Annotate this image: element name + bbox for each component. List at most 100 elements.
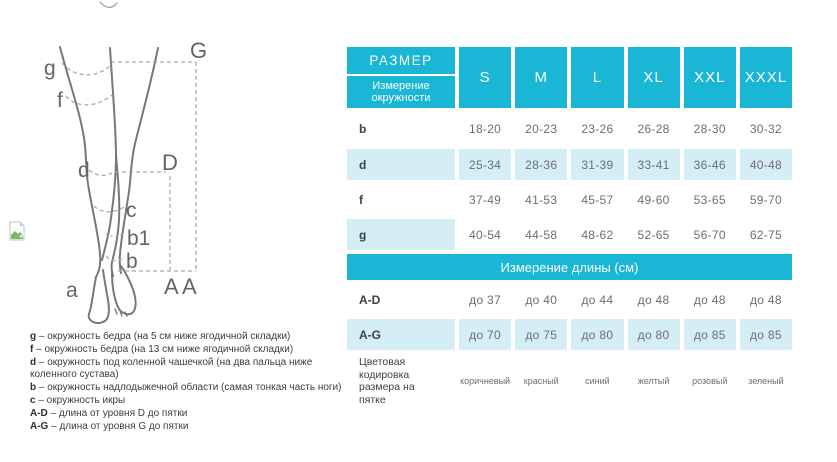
- measurement-legend: g – окружность бедра (на 5 см ниже ягоди…: [30, 331, 344, 433]
- row-label-g: g: [347, 219, 455, 250]
- legend-item-d: d – окружность под коленной чашечкой (на…: [30, 357, 344, 383]
- cell-f-2: 45-57: [581, 192, 614, 207]
- legend-item-c: c – окружность икры: [30, 395, 344, 408]
- legend-key: f: [30, 343, 34, 355]
- label-A-left: A: [164, 274, 179, 299]
- cell-AG-2: до 80: [571, 319, 624, 350]
- size-header-S: S: [459, 47, 512, 108]
- leg-outline: [59, 1, 159, 324]
- label-b1: b1: [127, 227, 150, 250]
- size-title: РАЗМЕР: [347, 47, 455, 76]
- cell-AD-0: до 37: [469, 292, 501, 307]
- color-cell-green: зеленый: [748, 376, 784, 386]
- legend-key: c: [30, 394, 36, 406]
- length-section-header: Измерение длины (см): [347, 254, 792, 280]
- label-D: D: [162, 150, 178, 175]
- size-header-L: L: [571, 47, 624, 108]
- row-label-A-G: A-G: [347, 319, 455, 350]
- label-G: G: [190, 38, 207, 63]
- broken-image-icon: [9, 221, 25, 241]
- legend-item-f: f – окружность бедра (на 13 см ниже ягод…: [30, 344, 344, 357]
- color-cell-pink: розовый: [692, 376, 728, 386]
- legend-key: b: [30, 382, 37, 394]
- cell-g-1: 44-58: [525, 227, 558, 242]
- label-b: b: [126, 250, 138, 273]
- size-header-XL: XL: [627, 47, 680, 108]
- legend-item-AG: A-G – длина от уровня G до пятки: [30, 421, 344, 434]
- cell-d-3: 33-41: [627, 149, 680, 180]
- cell-AG-3: до 80: [627, 319, 680, 350]
- circumference-title: Измерение окружности: [371, 79, 431, 105]
- label-f: f: [57, 89, 63, 112]
- legend-desc: – окружность надлодыжечной области (сама…: [38, 382, 342, 394]
- size-header-M: M: [515, 47, 568, 108]
- cell-AD-3: до 48: [637, 292, 670, 307]
- label-g: g: [44, 57, 56, 80]
- cell-b-2: 23-26: [581, 121, 614, 136]
- row-label-b: b: [359, 121, 367, 136]
- cell-AD-1: до 40: [525, 292, 558, 307]
- cell-f-3: 49-60: [637, 192, 670, 207]
- cell-d-5: 40-48: [739, 149, 792, 180]
- size-header-XXL: XXL: [683, 47, 736, 108]
- label-d: d: [78, 159, 90, 182]
- table-corner-header: РАЗМЕР Измерение окружности: [347, 47, 455, 108]
- cell-b-4: 28-30: [693, 121, 726, 136]
- cell-f-4: 53-65: [693, 192, 726, 207]
- label-c: c: [126, 199, 137, 222]
- cell-AD-4: до 48: [693, 292, 726, 307]
- legend-item-g: g – окружность бедра (на 5 см ниже ягоди…: [30, 331, 344, 344]
- color-cell-yellow: желтый: [637, 376, 670, 386]
- size-header-XXXL: XXXL: [739, 47, 792, 108]
- cell-b-0: 18-20: [468, 121, 502, 136]
- legend-desc: – длина от уровня G до пятки: [51, 420, 189, 432]
- label-a: a: [66, 279, 78, 302]
- cell-b-3: 26-28: [637, 121, 670, 136]
- legend-desc: – окружность икры: [38, 394, 126, 406]
- cell-d-4: 36-46: [683, 149, 736, 180]
- cell-d-2: 31-39: [571, 149, 624, 180]
- leg-measurement-diagram: g f d c b1 b a G D A A: [44, 1, 207, 324]
- cell-f-5: 59-70: [749, 192, 783, 207]
- cell-AD-2: до 44: [581, 292, 614, 307]
- cell-AG-4: до 85: [683, 319, 736, 350]
- color-cell-blue: синий: [585, 376, 610, 386]
- cell-b-5: 30-32: [749, 121, 783, 136]
- cell-g-3: 52-65: [637, 227, 670, 242]
- legend-key: d: [30, 356, 37, 368]
- legend-desc: – длина от уровня D до пятки: [50, 407, 188, 419]
- measurement-dashed-lines: [61, 61, 197, 272]
- legend-desc: – окружность бедра (на 13 см ниже ягодич…: [36, 343, 294, 355]
- cell-g-0: 40-54: [468, 227, 502, 242]
- legend-key: g: [30, 331, 37, 342]
- cell-AG-5: до 85: [739, 319, 792, 350]
- row-label-d: d: [347, 149, 455, 180]
- cell-f-0: 37-49: [468, 192, 502, 207]
- row-label-f: f: [359, 192, 363, 207]
- cell-d-0: 25-34: [459, 149, 512, 180]
- cell-g-5: 62-75: [749, 227, 783, 242]
- cell-d-1: 28-36: [515, 149, 568, 180]
- cell-AG-1: до 75: [515, 319, 568, 350]
- legend-desc: – окружность бедра (на 5 см ниже ягодичн…: [38, 331, 291, 342]
- legend-key: A-G: [30, 420, 49, 432]
- cell-f-1: 41-53: [525, 192, 558, 207]
- size-table: РАЗМЕР Измерение окружности S M L XL XXL…: [347, 47, 792, 408]
- label-A-right: A: [182, 274, 197, 299]
- cell-g-4: 56-70: [693, 227, 726, 242]
- diagram-labels: g f d c b1 b a G D A A: [44, 38, 207, 302]
- cell-AG-0: до 70: [459, 319, 512, 350]
- color-cell-red: красный: [523, 376, 559, 386]
- cell-g-2: 48-62: [581, 227, 614, 242]
- cell-AD-5: до 48: [749, 292, 782, 307]
- legend-item-b: b – окружность надлодыжечной области (са…: [30, 382, 344, 395]
- cell-b-1: 20-23: [525, 121, 558, 136]
- color-coding-label: Цветовая кодировка размера на пятке: [347, 354, 455, 408]
- color-coding-label-text: Цветовая кодировка размера на пятке: [359, 356, 415, 406]
- legend-desc: – окружность под коленной чашечкой (на д…: [30, 356, 313, 381]
- legend-item-AD: A-D – длина от уровня D до пятки: [30, 408, 344, 421]
- color-cell-brown: коричневый: [460, 376, 511, 386]
- legend-key: A-D: [30, 407, 48, 419]
- row-label-A-D: A-D: [359, 292, 381, 307]
